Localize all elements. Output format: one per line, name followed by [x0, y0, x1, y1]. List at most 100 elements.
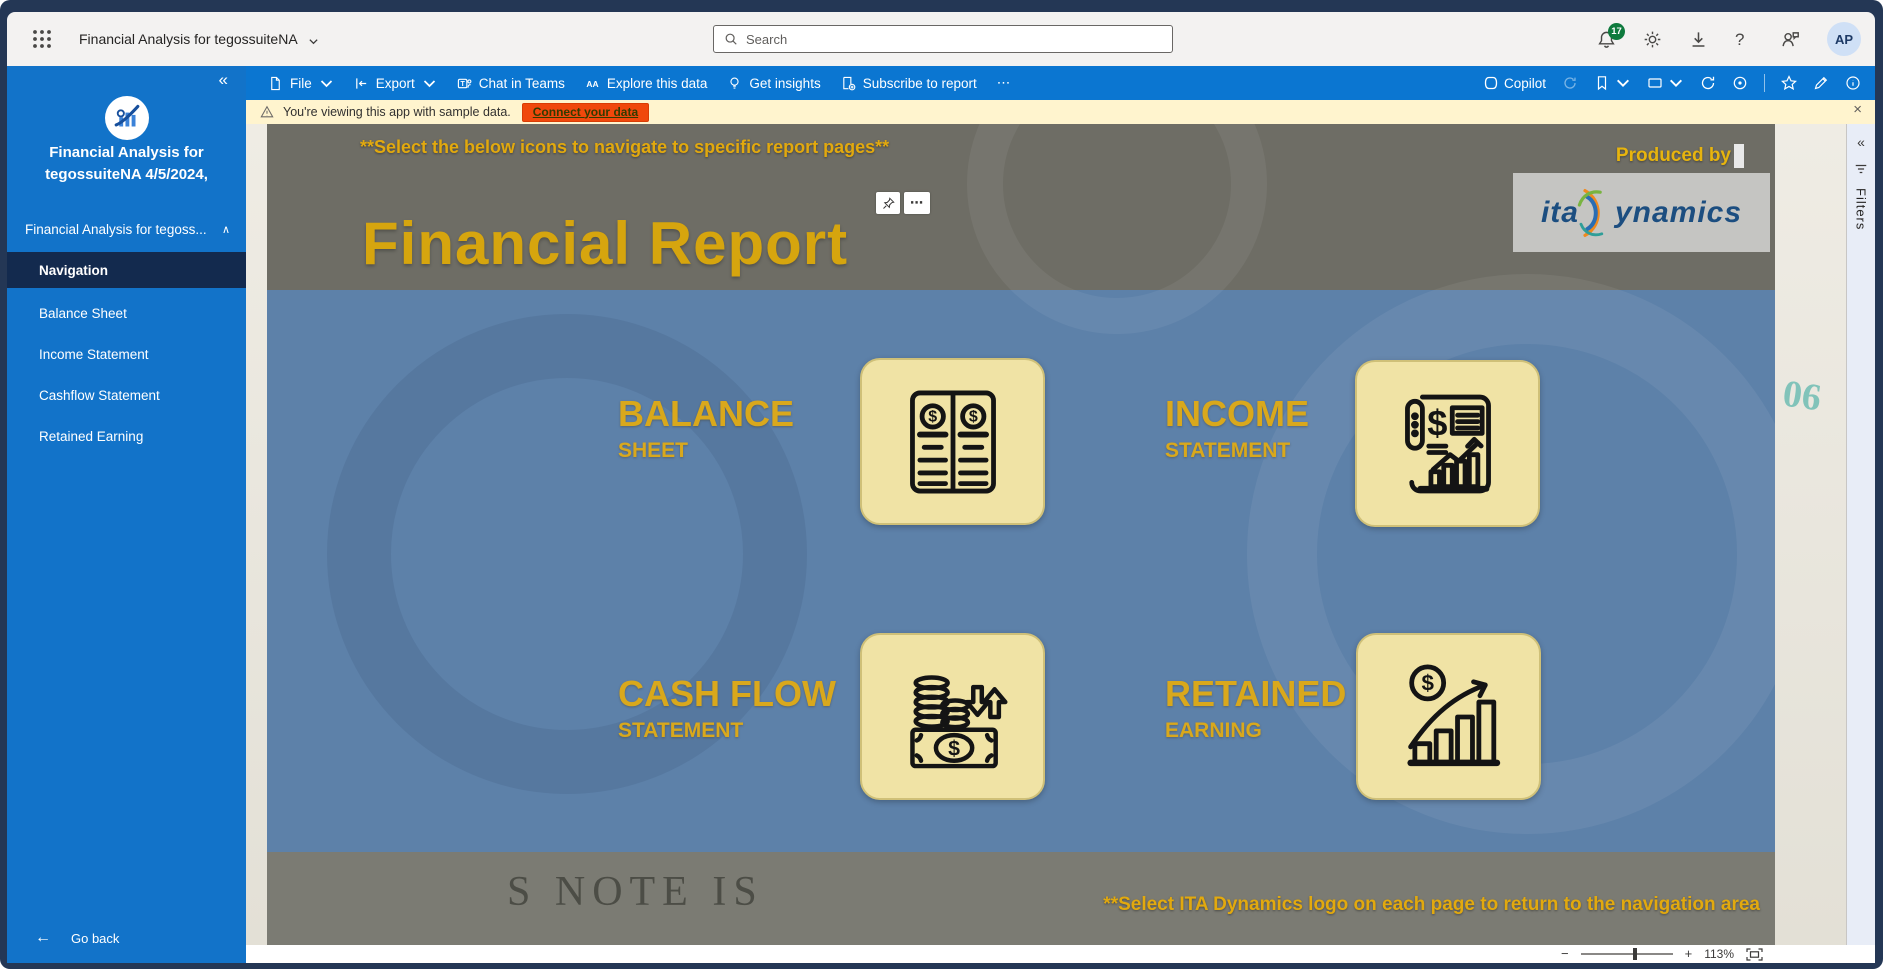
navigation-instruction-note: **Select the below icons to navigate to …	[360, 137, 890, 157]
income-statement-nav-tile[interactable]: $	[1355, 360, 1540, 527]
chevron-down-icon	[308, 34, 319, 45]
retained-earning-nav-tile[interactable]: $	[1356, 633, 1541, 800]
collapse-pane-icon[interactable]: «	[218, 70, 228, 89]
edit-button[interactable]	[1813, 75, 1829, 91]
filter-funnel-icon[interactable]	[1854, 162, 1868, 176]
balance-sheet-tile-label: BALANCE SHEET	[618, 394, 794, 463]
toolbar-more-button[interactable]: ⋯	[996, 75, 1011, 90]
workspace-title: Financial Analysis for tegossuiteNA 4/5/…	[45, 144, 208, 183]
sidebar-item-cashflow-statement[interactable]: Cashflow Statement	[7, 375, 246, 416]
explore-data-button[interactable]: AA Explore this data	[575, 66, 718, 100]
canvas-margin-left	[246, 124, 267, 945]
svg-text:$: $	[1427, 402, 1447, 443]
feedback-button[interactable]	[1781, 30, 1800, 49]
get-insights-label: Get insights	[749, 75, 821, 91]
report-area: S NOTE IS **Select the below icons to na…	[246, 124, 1875, 945]
subscribe-button[interactable]: Subscribe to report	[831, 66, 987, 100]
canvas-margin-right: 06	[1775, 124, 1846, 945]
connect-your-data-button[interactable]: Connect your data	[521, 102, 650, 122]
refresh-button[interactable]	[1700, 75, 1716, 91]
status-bar: − + 113%	[246, 945, 1875, 963]
close-icon[interactable]: ×	[1853, 101, 1862, 118]
search-input[interactable]: Search	[713, 25, 1173, 53]
tile-label-line2: EARNING	[1165, 719, 1262, 742]
chevron-down-icon	[320, 79, 332, 87]
workspace-logo	[104, 96, 149, 140]
favorite-button[interactable]	[1781, 75, 1797, 91]
income-statement-icon: $	[1404, 394, 1491, 493]
explore-label: Explore this data	[606, 75, 708, 91]
tile-label-line1: INCOME	[1165, 393, 1309, 434]
expand-filters-icon[interactable]: «	[1857, 134, 1865, 150]
svg-text:$: $	[928, 408, 937, 425]
sidebar-item-label: Cashflow Statement	[39, 388, 160, 403]
zoom-level: 113%	[1704, 947, 1734, 961]
help-button[interactable]: ?	[1735, 29, 1745, 49]
zoom-slider-thumb[interactable]	[1632, 948, 1637, 960]
comments-button[interactable]	[1732, 75, 1748, 91]
copilot-button[interactable]: Copilot	[1483, 75, 1546, 91]
fit-to-page-icon[interactable]	[1746, 947, 1763, 961]
retained-earning-tile-label: RETAINED EARNING	[1165, 674, 1346, 743]
file-menu[interactable]: File	[258, 66, 344, 100]
bookmark-icon	[1597, 76, 1607, 91]
reset-button[interactable]	[1562, 75, 1578, 91]
sidebar-item-navigation[interactable]: Navigation	[7, 252, 246, 288]
ita-dynamics-logo[interactable]: ita ynamics	[1513, 173, 1770, 252]
person-feedback-icon	[1782, 31, 1799, 46]
search-icon	[725, 33, 737, 45]
zoom-out-button[interactable]: −	[1561, 946, 1569, 961]
filters-pane-label[interactable]: Filters	[1853, 188, 1869, 231]
toolbar-divider	[1764, 74, 1765, 92]
balance-sheet-nav-tile[interactable]: $ $	[860, 358, 1045, 525]
tile-label-line1: RETAINED	[1165, 673, 1347, 714]
produced-by-label: Produced by	[1615, 145, 1731, 166]
app-title-dropdown[interactable]: Financial Analysis for tegossuiteNA	[79, 31, 319, 47]
copilot-label: Copilot	[1503, 75, 1546, 91]
zoom-in-button[interactable]: +	[1684, 946, 1693, 961]
export-menu[interactable]: Export	[344, 66, 447, 100]
view-rectangle-icon	[1648, 78, 1662, 88]
get-insights-button[interactable]: Get insights	[717, 66, 830, 100]
avatar[interactable]: AP	[1827, 22, 1861, 56]
gear-icon	[1644, 31, 1661, 47]
report-group-label: Financial Analysis for tegoss...	[25, 221, 207, 237]
settings-button[interactable]	[1643, 30, 1662, 49]
tile-label-line1: BALANCE	[618, 393, 794, 434]
zoom-slider[interactable]	[1580, 948, 1673, 960]
export-label: Export	[375, 75, 415, 91]
ledger-icon: $ $	[909, 390, 996, 493]
bookmarks-button[interactable]	[1594, 75, 1631, 91]
background-photo-digits: 06	[1780, 372, 1824, 420]
svg-text:$: $	[948, 736, 960, 760]
info-button[interactable]	[1845, 75, 1861, 91]
go-back-button[interactable]: ← Go back	[35, 929, 119, 947]
growth-chart-icon: $	[1406, 663, 1500, 766]
pin-visual-button[interactable]	[876, 192, 900, 214]
sidebar-item-balance-sheet[interactable]: Balance Sheet	[7, 293, 246, 334]
report-title: Financial Report	[362, 210, 849, 277]
sidebar-item-income-statement[interactable]: Income Statement	[7, 334, 246, 375]
cash-flow-nav-tile[interactable]: $	[860, 633, 1045, 800]
refresh-icon	[1701, 76, 1715, 90]
notifications-button[interactable]: 17	[1597, 22, 1625, 49]
canvas-footer-band	[267, 852, 1775, 945]
svg-text:$: $	[1421, 670, 1434, 695]
report-toolbar: File Export T Chat in Teams AA Explore t…	[246, 66, 1875, 100]
report-group-header[interactable]: Financial Analysis for tegoss... ∧	[7, 214, 246, 244]
chat-in-teams-button[interactable]: T Chat in Teams	[447, 66, 575, 100]
chevron-down-icon	[423, 79, 435, 87]
sidebar-item-retained-earning[interactable]: Retained Earning	[7, 416, 246, 457]
view-mode-button[interactable]	[1647, 75, 1684, 91]
visual-more-options-button[interactable]: ⋯	[904, 192, 930, 214]
topbar-actions: 17 ? AP	[1597, 12, 1861, 66]
download-button[interactable]	[1689, 30, 1708, 49]
app-launcher-icon[interactable]	[31, 28, 53, 50]
search-placeholder: Search	[746, 31, 788, 47]
top-chrome-bar: Financial Analysis for tegossuiteNA Sear…	[7, 12, 1875, 66]
sidebar-item-label: Income Statement	[39, 347, 149, 362]
pin-icon	[882, 196, 895, 209]
tile-label-line2: STATEMENT	[1165, 439, 1291, 462]
chat-in-teams-label: Chat in Teams	[478, 75, 565, 91]
sample-data-banner: You're viewing this app with sample data…	[246, 100, 1875, 124]
